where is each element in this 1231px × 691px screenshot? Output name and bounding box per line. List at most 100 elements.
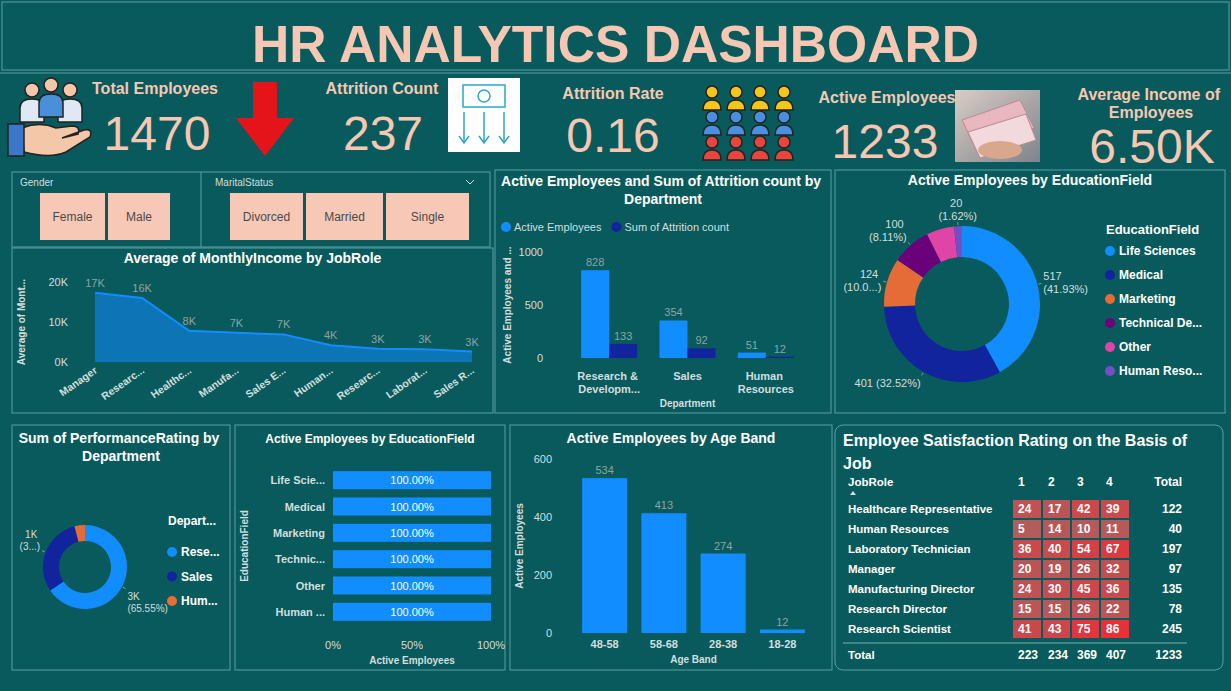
leader-line	[1038, 283, 1041, 285]
icon-part	[25, 83, 39, 97]
slicer-button[interactable]	[306, 193, 383, 240]
kpi-value: 1233	[832, 115, 939, 168]
cell: 54	[1077, 542, 1091, 556]
category-label: Researc...	[334, 364, 382, 402]
icon-part	[727, 125, 745, 135]
slicer-button[interactable]	[40, 193, 105, 240]
data-label: 3K	[418, 333, 432, 345]
category-label: Marketing	[273, 527, 325, 539]
icon-part	[478, 90, 490, 102]
legend-swatch	[1105, 318, 1115, 328]
category-label: Medical	[285, 501, 325, 513]
legend-label: Sum of Attrition count	[624, 221, 729, 233]
data-label: 124 (10.0...)	[843, 268, 881, 293]
slicer-option: Married	[324, 210, 365, 224]
cell: 22	[1106, 602, 1120, 616]
text-line: 28-38	[709, 638, 737, 650]
slicer-button[interactable]	[230, 193, 303, 240]
icon-part	[499, 136, 509, 143]
cell: 45	[1077, 582, 1091, 596]
icon-arrow	[236, 82, 294, 156]
axis-title: EducationField	[239, 510, 250, 582]
data-label: 100.00%	[390, 580, 434, 592]
legend-swatch	[1105, 366, 1115, 376]
slicer-button[interactable]	[108, 193, 170, 240]
data-label: 7K	[277, 318, 291, 330]
icon-people-grid	[703, 86, 793, 160]
cell: 41	[1018, 622, 1032, 636]
leader-line	[957, 222, 958, 225]
dashboard: HR ANALYTICS DASHBOARDTotal Employees147…	[0, 0, 1231, 691]
text-line: Average of MonthlyIncome by JobRole	[124, 250, 382, 266]
heat-cell	[1043, 540, 1070, 558]
row-header: Research Scientist	[848, 623, 951, 635]
tick-label: 10K	[48, 316, 68, 328]
data-label: 16K	[132, 282, 152, 294]
text-line: Sales	[673, 370, 702, 382]
legend-label: Technical De...	[1119, 316, 1202, 330]
legend-swatch	[1105, 246, 1115, 256]
slicer-option: Divorced	[243, 210, 290, 224]
cell: 197	[1162, 542, 1182, 556]
chart-title: Active Employees by Age Band	[567, 430, 776, 446]
text-line: Resources	[738, 383, 794, 395]
icon-part	[706, 136, 718, 148]
text-line: 124	[860, 268, 881, 280]
data-label: 100.00%	[390, 501, 434, 513]
data-label: 100.00%	[390, 553, 434, 565]
icon-part	[754, 111, 766, 123]
text-line: Attrition Rate	[562, 85, 663, 102]
legend-label: Other	[1119, 340, 1151, 354]
icon-part	[703, 100, 721, 110]
cell: 15	[1048, 602, 1062, 616]
icon-part	[955, 90, 1040, 162]
cell: 245	[1162, 622, 1182, 636]
leader-line	[908, 242, 910, 244]
icon-part	[706, 86, 718, 98]
text-line: Attrition Count	[326, 80, 440, 97]
slice	[43, 526, 78, 590]
category-label: Human...	[292, 364, 335, 399]
icon-part	[754, 136, 766, 148]
category-label: 48-58	[591, 638, 619, 650]
panel	[835, 425, 1223, 670]
icon-part	[751, 150, 769, 160]
row-header: Research Director	[848, 603, 948, 615]
bar	[609, 344, 637, 358]
cell: 36	[1018, 542, 1032, 556]
heat-cell	[1072, 500, 1099, 518]
bar	[333, 603, 491, 621]
icon-part	[63, 83, 77, 97]
cell: 20	[1018, 562, 1032, 576]
icon-part	[730, 136, 742, 148]
heat-cell	[1013, 580, 1041, 598]
icon-part	[778, 86, 790, 98]
background	[0, 0, 1231, 691]
heat-cell	[1101, 600, 1129, 618]
data-label: 517 (41.93%)	[1043, 270, 1088, 295]
bar	[333, 550, 491, 568]
slicer-button[interactable]	[386, 193, 469, 240]
table-title: Employee Satisfaction Rating on the Basi…	[843, 432, 1192, 472]
legend-swatch	[167, 596, 177, 606]
tick-label: 400	[534, 511, 552, 523]
kpi-value: 0.16	[566, 109, 659, 162]
data-label: 133	[614, 330, 632, 342]
text-line: Developm...	[578, 383, 640, 395]
cell: 19	[1048, 562, 1062, 576]
text-line: 58-68	[650, 638, 678, 650]
row-header: Healthcare Representative	[848, 503, 992, 515]
icon-part	[778, 111, 790, 123]
heat-cell	[1101, 520, 1129, 538]
chart-title: Sum of PerformanceRating by Department	[19, 430, 224, 464]
data-label: 12	[776, 616, 788, 628]
marks	[95, 293, 472, 362]
text-line: 1K	[25, 529, 40, 540]
icon-part	[730, 86, 742, 98]
panel	[235, 425, 505, 670]
icon-part	[978, 141, 1022, 159]
column-header: 1	[1018, 475, 1025, 489]
cell: 10	[1077, 522, 1091, 536]
slice	[927, 226, 957, 262]
data-label: 100.00%	[390, 606, 434, 618]
